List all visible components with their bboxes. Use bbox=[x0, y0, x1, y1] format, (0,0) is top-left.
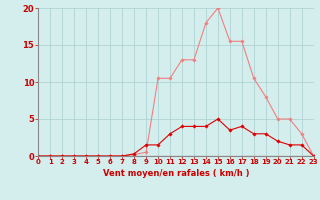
X-axis label: Vent moyen/en rafales ( km/h ): Vent moyen/en rafales ( km/h ) bbox=[103, 169, 249, 178]
